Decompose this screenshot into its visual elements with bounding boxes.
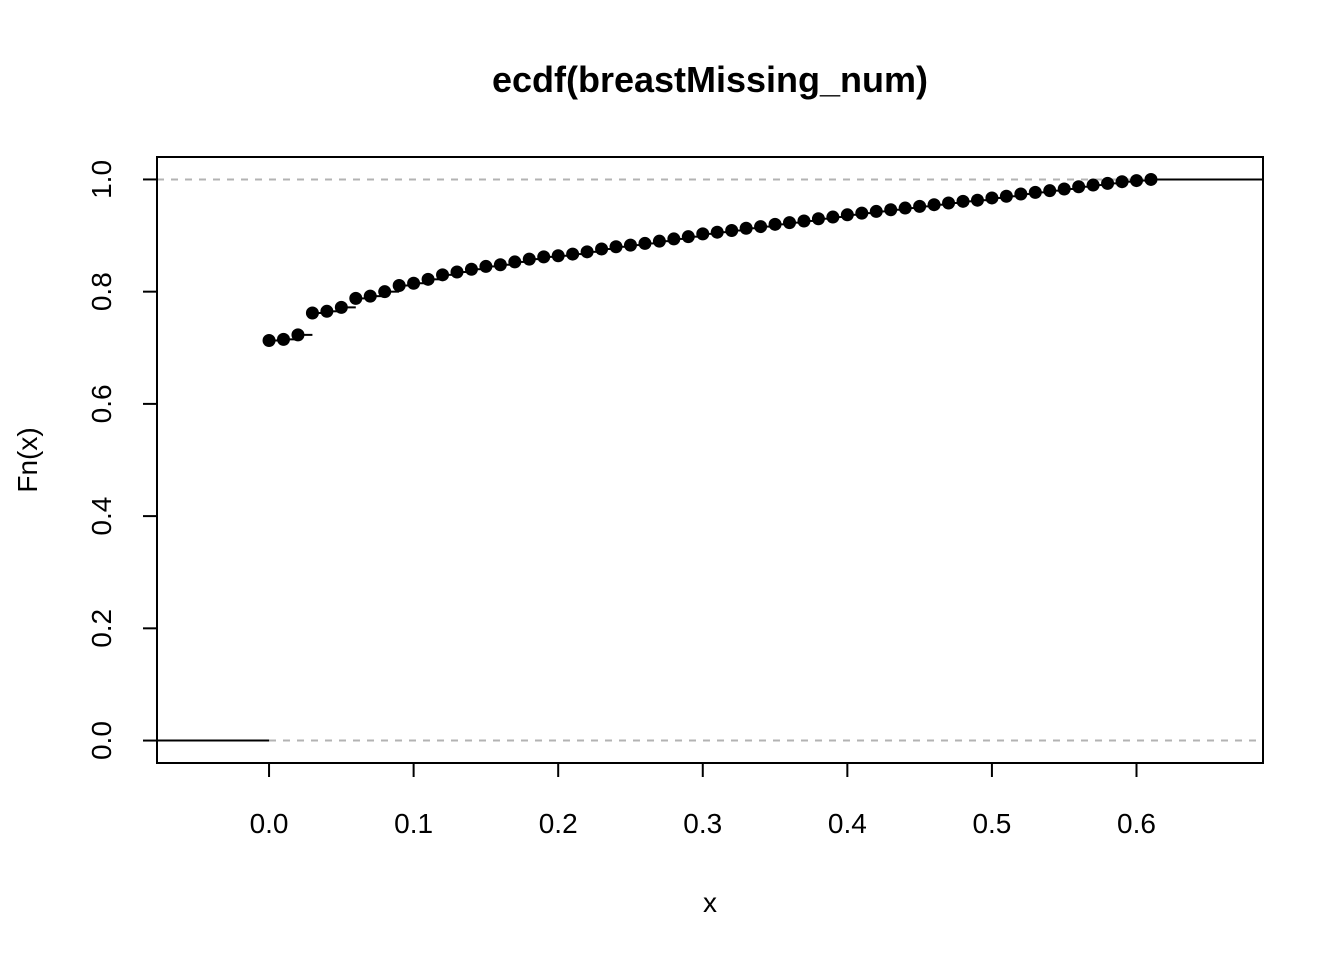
ecdf-point (1014, 187, 1028, 201)
x-tick-label: 0.1 (394, 808, 433, 839)
ecdf-point (942, 196, 956, 210)
ecdf-point (436, 268, 450, 282)
y-tick-label: 0.4 (86, 497, 117, 536)
ecdf-point (493, 258, 507, 272)
ecdf-point (898, 201, 912, 215)
ecdf-point (334, 300, 348, 314)
ecdf-point (725, 224, 739, 238)
ecdf-point (826, 210, 840, 224)
ecdf-point (710, 225, 724, 239)
x-axis: 0.0 0.1 0.2 0.3 0.4 0.5 0.6 (250, 762, 1156, 839)
ecdf-point (985, 191, 999, 205)
ecdf-point (566, 247, 580, 261)
ecdf-point (1086, 178, 1100, 192)
ecdf-point (1072, 180, 1086, 194)
plot-frame (156, 156, 1264, 764)
y-tick-label: 0.0 (86, 721, 117, 760)
ecdf-point (681, 230, 695, 244)
ecdf-point (811, 212, 825, 226)
x-tick-label: 0.0 (250, 808, 289, 839)
ecdf-point (956, 194, 970, 208)
y-axis-label: Fn(x) (12, 427, 43, 492)
ecdf-point (595, 242, 609, 256)
ecdf-point (378, 285, 392, 299)
ecdf-point (349, 291, 363, 305)
ecdf-point (913, 199, 927, 213)
ecdf-point (855, 206, 869, 220)
x-tick-label: 0.5 (972, 808, 1011, 839)
ecdf-point (464, 262, 478, 276)
ecdf-point (739, 221, 753, 235)
ecdf-point (696, 227, 710, 241)
ecdf-point (970, 193, 984, 207)
ecdf-point (320, 304, 334, 318)
y-tick-label: 0.8 (86, 272, 117, 311)
ecdf-point (363, 289, 377, 303)
ecdf-point (450, 265, 464, 279)
y-tick-label: 0.2 (86, 609, 117, 648)
chart-title: ecdf(breastMissing_num) (492, 59, 928, 100)
ecdf-point (479, 259, 493, 273)
ecdf-point (580, 245, 594, 259)
ecdf-point (609, 240, 623, 254)
ecdf-point (1144, 172, 1158, 186)
ecdf-point (797, 214, 811, 228)
plot-area (157, 172, 1263, 742)
y-tick-label: 0.6 (86, 384, 117, 423)
ecdf-point (537, 250, 551, 264)
x-tick-label: 0.3 (683, 808, 722, 839)
ecdf-point (1043, 184, 1057, 198)
ecdf-point (667, 232, 681, 246)
ecdf-point (392, 278, 406, 292)
ecdf-point (508, 255, 522, 269)
ecdf-point (262, 333, 276, 347)
ecdf-point (768, 217, 782, 231)
x-axis-label: x (703, 887, 717, 918)
ecdf-point (884, 203, 898, 217)
x-tick-label: 0.4 (828, 808, 867, 839)
ecdf-point (1129, 174, 1143, 188)
ecdf-point (1115, 175, 1129, 189)
ecdf-point (652, 234, 666, 248)
ecdf-point (638, 236, 652, 250)
ecdf-point (623, 238, 637, 252)
ecdf-point (783, 216, 797, 230)
ecdf-point (1101, 176, 1115, 190)
y-tick-label: 1.0 (86, 160, 117, 199)
ecdf-point (1028, 185, 1042, 199)
ecdf-point (754, 220, 768, 234)
x-tick-label: 0.2 (539, 808, 578, 839)
y-axis: 0.0 0.2 0.4 0.6 0.8 1.0 (86, 160, 158, 760)
ecdf-point (999, 189, 1013, 203)
x-tick-label: 0.6 (1117, 808, 1156, 839)
ecdf-point (927, 198, 941, 212)
ecdf-point (407, 276, 421, 290)
ecdf-point (869, 204, 883, 218)
ecdf-point (1057, 182, 1071, 196)
ecdf-point (277, 332, 291, 346)
ecdf-point (421, 272, 435, 286)
ecdf-point (551, 249, 565, 263)
ecdf-point (522, 252, 536, 266)
ecdf-point (291, 328, 305, 342)
ecdf-point (305, 306, 319, 320)
ecdf-point (840, 208, 854, 222)
